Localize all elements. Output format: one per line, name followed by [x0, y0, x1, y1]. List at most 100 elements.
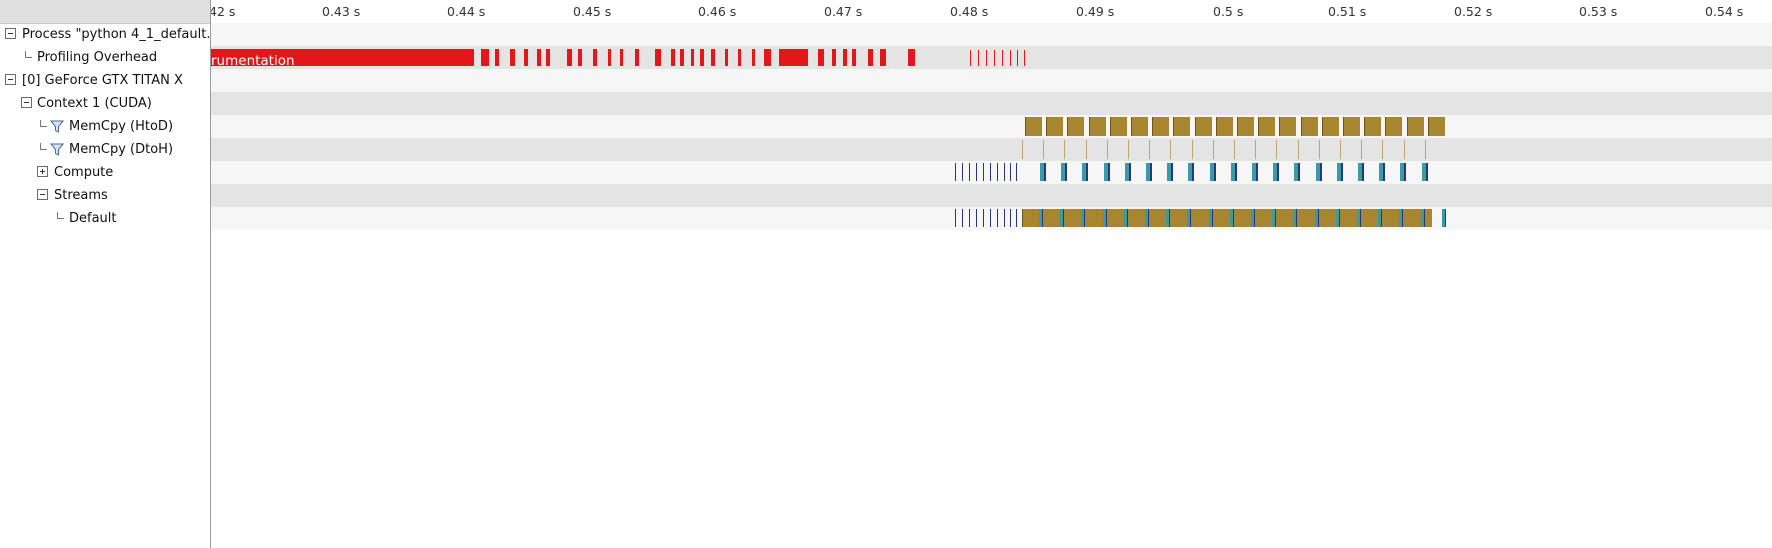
- timeline-row-memcpy-htod[interactable]: [211, 115, 1772, 138]
- stream-compute-event[interactable]: [1229, 209, 1233, 227]
- memcpy-htod-event[interactable]: [1088, 117, 1106, 136]
- overhead-event[interactable]: [752, 49, 755, 66]
- compute-event[interactable]: [1192, 163, 1195, 181]
- compute-event[interactable]: [1319, 163, 1322, 181]
- overhead-event[interactable]: [680, 49, 684, 66]
- compute-event[interactable]: [983, 163, 984, 181]
- stream-compute-event[interactable]: [1060, 209, 1064, 227]
- funnel-icon[interactable]: [50, 143, 64, 156]
- overhead-event[interactable]: [1010, 50, 1011, 66]
- overhead-event[interactable]: [567, 49, 572, 66]
- memcpy-dtoh-event[interactable]: [1234, 140, 1235, 159]
- overhead-event[interactable]: [419, 49, 427, 66]
- overhead-event[interactable]: [818, 49, 824, 66]
- compute-event[interactable]: [1004, 163, 1005, 181]
- compute-event[interactable]: [1107, 163, 1110, 181]
- memcpy-htod-event[interactable]: [1025, 117, 1042, 136]
- overhead-event[interactable]: [524, 49, 528, 66]
- compute-event[interactable]: [962, 163, 963, 181]
- stream-compute-event[interactable]: [1296, 209, 1298, 227]
- overhead-event[interactable]: [691, 49, 694, 66]
- stream-compute-event[interactable]: [1169, 209, 1171, 227]
- memcpy-htod-event[interactable]: [1109, 117, 1127, 136]
- compute-event[interactable]: [1082, 163, 1087, 181]
- memcpy-dtoh-event[interactable]: [1170, 140, 1172, 159]
- compute-event[interactable]: [1188, 163, 1193, 181]
- collapse-streams-icon[interactable]: [37, 189, 48, 200]
- timeline-row-memcpy-dtoh[interactable]: [211, 138, 1772, 161]
- stream-compute-event[interactable]: [1402, 209, 1404, 227]
- overhead-event[interactable]: [578, 49, 582, 66]
- memcpy-htod-event[interactable]: [1046, 117, 1064, 136]
- timeline-row-context[interactable]: [211, 92, 1772, 115]
- stream-compute-event[interactable]: [1293, 209, 1297, 227]
- compute-event[interactable]: [1061, 163, 1066, 181]
- timeline-panel[interactable]: 42 s 0.43 s 0.44 s 0.45 s 0.46 s 0.47 s …: [211, 0, 1772, 548]
- tree-row-memcpy-htod[interactable]: MemCpy (HtoD): [0, 115, 210, 138]
- compute-event[interactable]: [1273, 163, 1278, 181]
- compute-event[interactable]: [990, 163, 991, 181]
- memcpy-dtoh-event[interactable]: [1106, 140, 1108, 159]
- overhead-event[interactable]: [1024, 50, 1025, 66]
- overhead-event[interactable]: [341, 49, 345, 66]
- timeline-row-streams[interactable]: [211, 184, 1772, 207]
- memcpy-htod-event[interactable]: [1406, 117, 1424, 136]
- stream-compute-event[interactable]: [1105, 209, 1107, 227]
- collapse-gpu-icon[interactable]: [5, 74, 16, 85]
- memcpy-dtoh-event[interactable]: [1318, 140, 1320, 159]
- compute-event[interactable]: [1209, 163, 1214, 181]
- stream-compute-event[interactable]: [1275, 209, 1277, 227]
- overhead-event[interactable]: [852, 49, 856, 66]
- compute-event[interactable]: [969, 163, 970, 181]
- stream-event[interactable]: [1010, 209, 1011, 227]
- overhead-event[interactable]: [978, 50, 979, 66]
- stream-compute-event[interactable]: [1254, 209, 1255, 227]
- overhead-event[interactable]: [305, 49, 309, 66]
- memcpy-htod-event[interactable]: [1300, 117, 1318, 136]
- compute-event[interactable]: [1277, 163, 1280, 181]
- overhead-event[interactable]: [546, 49, 550, 66]
- stream-compute-event[interactable]: [1148, 209, 1149, 227]
- stream-compute-event[interactable]: [1208, 209, 1212, 227]
- stream-compute-event[interactable]: [1123, 209, 1127, 227]
- compute-event[interactable]: [1086, 163, 1089, 181]
- memcpy-dtoh-event[interactable]: [1043, 140, 1045, 159]
- compute-event[interactable]: [955, 163, 956, 181]
- tree-row-process[interactable]: Process "python 4_1_default...: [0, 23, 219, 46]
- compute-event[interactable]: [1425, 163, 1428, 181]
- memcpy-dtoh-event[interactable]: [1085, 140, 1087, 159]
- memcpy-dtoh-event[interactable]: [1403, 140, 1405, 159]
- overhead-event[interactable]: [620, 49, 623, 66]
- overhead-event[interactable]: [351, 49, 356, 66]
- stream-event[interactable]: [1016, 209, 1017, 227]
- overhead-event[interactable]: [371, 49, 376, 66]
- memcpy-htod-event[interactable]: [1321, 117, 1339, 136]
- memcpy-dtoh-event[interactable]: [1340, 140, 1341, 159]
- overhead-event[interactable]: [593, 49, 597, 66]
- overhead-event[interactable]: [700, 49, 704, 66]
- compute-event[interactable]: [1040, 163, 1044, 181]
- overhead-event[interactable]: [832, 49, 836, 66]
- memcpy-dtoh-event[interactable]: [1382, 140, 1384, 159]
- tree-row-default-stream[interactable]: Default: [0, 207, 210, 230]
- stream-compute-event[interactable]: [1360, 209, 1361, 227]
- memcpy-htod-event[interactable]: [1427, 117, 1445, 136]
- compute-event[interactable]: [1167, 163, 1172, 181]
- overhead-event[interactable]: [635, 49, 639, 66]
- stream-event[interactable]: [997, 209, 998, 227]
- stream-compute-event[interactable]: [1063, 209, 1065, 227]
- compute-event[interactable]: [997, 163, 998, 181]
- stream-compute-event[interactable]: [1338, 209, 1340, 227]
- memcpy-dtoh-event[interactable]: [1128, 140, 1129, 159]
- stream-event[interactable]: [976, 209, 977, 227]
- compute-event[interactable]: [1230, 163, 1235, 181]
- overhead-event[interactable]: [481, 49, 489, 66]
- stream-event[interactable]: [962, 209, 963, 227]
- stream-compute-event[interactable]: [1423, 209, 1425, 227]
- stream-event[interactable]: [955, 209, 956, 227]
- stream-compute-event[interactable]: [1211, 209, 1213, 227]
- timeline-row-gpu[interactable]: [211, 69, 1772, 92]
- compute-event[interactable]: [1383, 163, 1386, 181]
- compute-event[interactable]: [1340, 163, 1343, 181]
- stream-compute-event[interactable]: [1042, 209, 1043, 227]
